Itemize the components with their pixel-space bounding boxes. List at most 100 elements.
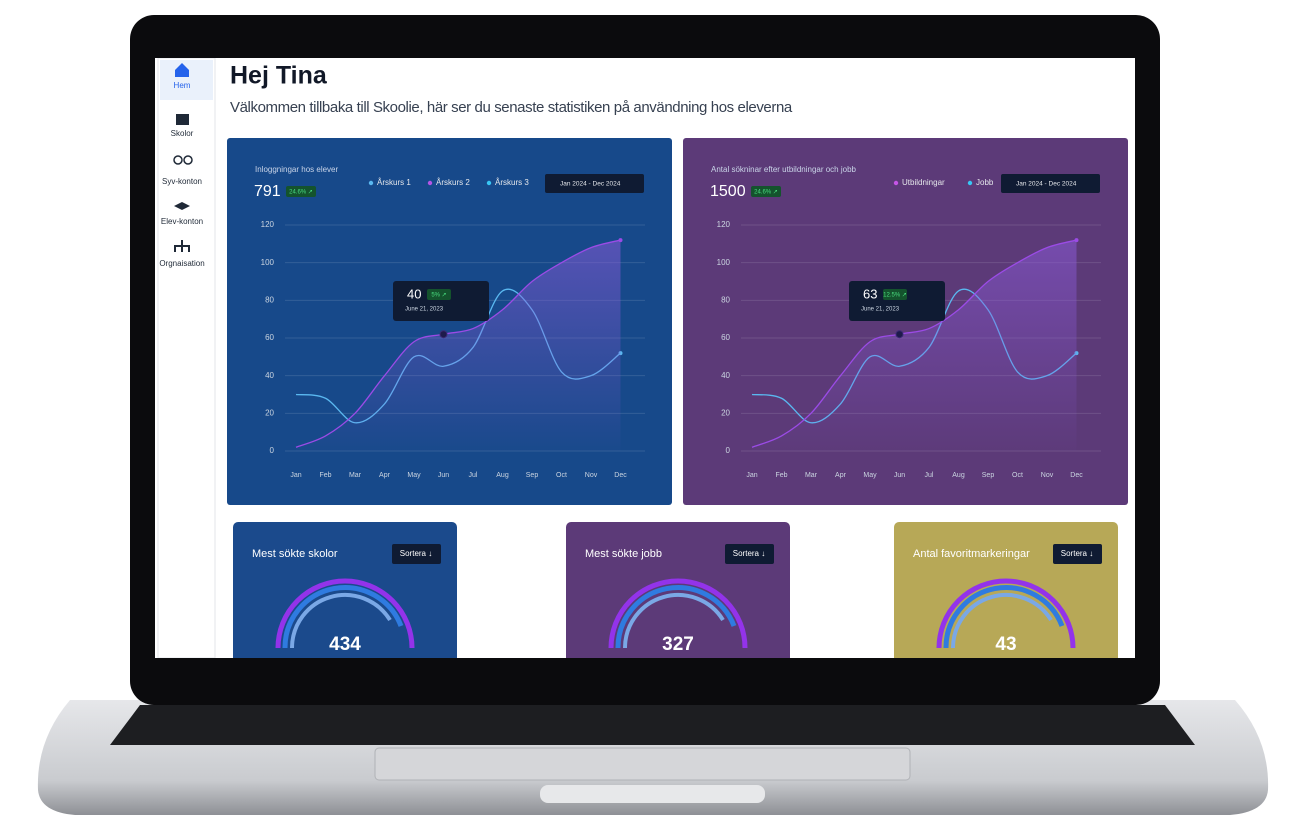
- y-tick-label: 0: [270, 446, 275, 455]
- sidebar-active: [160, 60, 213, 100]
- sidebar-item[interactable]: Orgnaisation: [159, 259, 204, 268]
- chart-panel: Antal sökninar efter utbildningar och jo…: [683, 138, 1128, 505]
- y-tick-label: 100: [717, 258, 731, 267]
- card-unit: sökningar: [658, 656, 697, 666]
- legend-dot: [368, 180, 374, 186]
- tooltip-badge: [427, 289, 451, 300]
- x-tick-label: Jul: [469, 472, 478, 479]
- card-unit: sökningar: [325, 656, 364, 666]
- sort-button-label: Sortera ↓: [733, 549, 765, 558]
- x-tick-label: Apr: [379, 472, 391, 479]
- y-tick-label: 60: [721, 333, 730, 342]
- screen-content: Hej Tina Välkommen tillbaka till Skoolie…: [157, 58, 1128, 666]
- school-icon: [176, 114, 189, 125]
- series-area: [296, 240, 621, 451]
- date-picker[interactable]: [1001, 174, 1100, 193]
- tooltip-value: 40: [407, 286, 421, 301]
- x-tick-label: Mar: [349, 472, 362, 479]
- stat-card: Mest sökte skolor Sortera ↓ 434sökningar: [233, 522, 457, 666]
- legend-label: Årskurs 1: [377, 178, 411, 187]
- sidebar-item[interactable]: Elev-konton: [161, 217, 203, 226]
- change-badge: [751, 186, 781, 197]
- legend-label: Jobb: [976, 178, 994, 187]
- change-badge: [286, 186, 316, 197]
- panel-title: Inloggningar hos elever: [255, 165, 339, 174]
- gauge-inner: [623, 593, 725, 649]
- y-tick-label: 0: [726, 446, 731, 455]
- hinge-notch: [540, 785, 765, 803]
- sort-button-label: Sortera ↓: [1061, 549, 1093, 558]
- sort-button-label: Sortera ↓: [400, 549, 432, 558]
- tooltip-badge-text: 12.5% ↗: [883, 293, 907, 299]
- change-badge-text: 24.6% ↗: [754, 190, 778, 196]
- date-picker-label: Jan 2024 - Dec 2024: [560, 181, 621, 188]
- y-tick-label: 20: [721, 408, 730, 417]
- series-line: [295, 239, 621, 448]
- series-end-dot: [618, 238, 623, 243]
- x-tick-label: Nov: [585, 472, 598, 479]
- sort-button[interactable]: [1053, 544, 1102, 564]
- y-tick-label: 80: [721, 295, 730, 304]
- y-tick-label: 100: [261, 258, 275, 267]
- panel-title: Antal sökninar efter utbildningar och jo…: [711, 165, 857, 174]
- x-tick-label: Feb: [319, 472, 331, 479]
- card-title: Mest sökte jobb: [585, 548, 662, 560]
- series-area: [752, 240, 1077, 451]
- sidebar: [157, 58, 216, 658]
- legend-dot: [486, 180, 492, 186]
- tooltip-date: June 21, 2023: [861, 307, 900, 313]
- series-line: [751, 239, 1077, 448]
- trackpad: [374, 747, 911, 781]
- users-icon: [173, 155, 183, 165]
- y-tick-label: 120: [261, 220, 275, 229]
- x-tick-label: Aug: [496, 472, 509, 479]
- card-title: Mest sökte skolor: [252, 548, 338, 560]
- sort-button[interactable]: [725, 544, 774, 564]
- date-picker-label: Jan 2024 - Dec 2024: [1016, 181, 1077, 188]
- legend-label: Årskurs 3: [495, 178, 529, 187]
- x-tick-label: Jan: [290, 472, 301, 479]
- tooltip: [393, 281, 489, 321]
- gauge-outer: [936, 578, 1076, 649]
- gauge-outer: [608, 578, 748, 649]
- org-icon: [174, 240, 190, 252]
- x-tick-label: Jun: [438, 472, 449, 479]
- gauge-middle: [943, 585, 1065, 649]
- panel-total: 791: [254, 183, 281, 200]
- x-tick-label: Feb: [775, 472, 787, 479]
- sidebar-item[interactable]: Hem: [174, 81, 191, 90]
- date-picker[interactable]: [545, 174, 644, 193]
- gauge-inner: [951, 593, 1053, 649]
- x-tick-label: Oct: [556, 472, 567, 479]
- x-tick-label: Apr: [835, 472, 847, 479]
- x-tick-label: Jun: [894, 472, 905, 479]
- x-tick-label: Oct: [1012, 472, 1023, 479]
- y-tick-label: 40: [721, 371, 730, 380]
- sidebar-item[interactable]: Syv-konton: [162, 177, 202, 186]
- card-value: 43: [995, 634, 1016, 655]
- graduate-icon: [174, 202, 190, 210]
- panel-total: 1500: [710, 183, 746, 200]
- chart-panel: Inloggningar hos elever 791 24.6% ↗ Årskurs…: [227, 138, 672, 505]
- legend-dot: [967, 180, 973, 186]
- card-value: 434: [329, 634, 361, 655]
- card-title: Antal favoritmarkeringar: [913, 548, 1030, 560]
- sidebar-item[interactable]: Skolor: [171, 129, 194, 138]
- x-tick-label: Sep: [526, 472, 539, 479]
- stat-card: Mest sökte jobb Sortera ↓ 327sökningar: [566, 522, 790, 666]
- gauge-middle: [282, 585, 404, 649]
- sort-button[interactable]: [392, 544, 441, 564]
- card-unit: favoriseringar: [979, 656, 1034, 666]
- x-tick-label: May: [407, 472, 421, 479]
- x-tick-label: May: [863, 472, 877, 479]
- y-tick-label: 60: [265, 333, 274, 342]
- card-value: 327: [662, 634, 694, 655]
- x-tick-label: Nov: [1041, 472, 1054, 479]
- gauge-inner: [290, 593, 392, 649]
- gauge-middle: [615, 585, 737, 649]
- legend-label: Årskurs 2: [436, 178, 470, 187]
- hover-point: [439, 330, 448, 339]
- x-tick-label: Sep: [982, 472, 995, 479]
- change-badge-text: 24.6% ↗: [289, 190, 313, 196]
